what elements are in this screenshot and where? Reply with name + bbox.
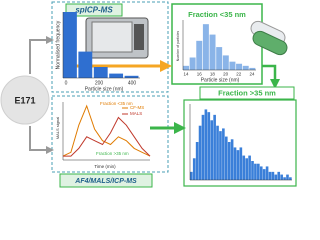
bar (236, 63, 243, 70)
bar (265, 166, 269, 180)
bar (207, 112, 211, 180)
bar (190, 171, 193, 180)
bar (227, 142, 231, 180)
bar (195, 142, 199, 180)
annotation: Fraction <35 nm (100, 101, 133, 106)
axis-label: Particle size (nm) (201, 77, 240, 83)
x-tick-label: 0 (65, 80, 68, 86)
bar (189, 57, 196, 70)
bar (280, 174, 283, 180)
technique-label: AF4/MALS/ICP-MS (74, 178, 137, 185)
line (62, 104, 151, 157)
sample-label: E171 (14, 95, 35, 105)
bar (78, 51, 93, 78)
bar (183, 65, 189, 70)
axis-label: Normalised frequency (55, 20, 61, 69)
bar (262, 169, 266, 180)
bar (109, 73, 124, 78)
bar (224, 136, 228, 180)
arrow (29, 36, 54, 74)
x-tick-label: 200 (95, 80, 104, 86)
bar (230, 139, 234, 180)
x-tick-label: 20 (223, 72, 229, 77)
annotation: Fraction >35 nm (96, 151, 129, 156)
bar (204, 109, 208, 180)
bar (236, 150, 240, 180)
bar (249, 67, 256, 70)
bar (257, 163, 260, 180)
bar (274, 174, 278, 180)
panel-af4 (51, 95, 169, 173)
bar (271, 171, 275, 180)
x-tick-label: 16 (197, 72, 203, 77)
bar (201, 114, 205, 180)
line (63, 116, 151, 157)
x-tick-label: 14 (183, 72, 189, 77)
arrow (262, 64, 280, 89)
pills (250, 20, 288, 56)
bar (202, 24, 209, 71)
label-box (65, 3, 123, 17)
bar (248, 155, 251, 180)
bar (222, 55, 229, 70)
arrow (29, 126, 54, 154)
bar (216, 47, 223, 70)
bar (286, 174, 289, 180)
legend-label: MALS (130, 111, 142, 116)
legend-label: CF-MS (130, 105, 144, 110)
bar (289, 177, 292, 180)
bar (254, 163, 257, 180)
bar (124, 75, 139, 78)
panel-spicpms (51, 1, 169, 93)
axis-label: Time (min) (94, 164, 116, 169)
bar (233, 147, 237, 180)
x-tick-label: 24 (249, 72, 255, 77)
bar (192, 158, 196, 180)
bar (210, 120, 214, 180)
bar (277, 171, 281, 180)
bar (268, 171, 272, 180)
technique-label: spICP-MS (75, 6, 113, 15)
label-box (59, 173, 153, 188)
axis-label: MALS signal (55, 117, 60, 140)
powder (0, 75, 50, 125)
x-tick-label: 400 (128, 80, 137, 86)
bar (213, 114, 216, 180)
bar (251, 161, 254, 180)
bar (245, 158, 248, 180)
bar (239, 147, 243, 180)
bar (283, 177, 286, 180)
x-tick-label: 22 (236, 72, 242, 77)
bar (216, 125, 219, 180)
bar (229, 61, 236, 70)
bar (219, 131, 222, 180)
panel-title: Fraction <35 nm (188, 10, 246, 19)
bar (93, 67, 108, 78)
bar (242, 155, 246, 180)
bar (209, 34, 216, 70)
axis-label: Particle size (nm) (85, 86, 124, 92)
panel-title: Fraction >35 nm (218, 88, 276, 97)
bar (222, 128, 225, 180)
bar (196, 40, 203, 70)
graphical-abstract: E171 spICP-MS Normalised frequency Parti… (0, 1, 297, 188)
x-tick-label: 18 (210, 72, 216, 77)
instrument (85, 17, 149, 59)
axis-label: Number of particles (176, 31, 180, 62)
bar (242, 65, 249, 70)
label-box (199, 86, 295, 100)
bar (198, 125, 202, 180)
bar (63, 12, 77, 78)
panel-fraction-small (171, 3, 263, 85)
bar (259, 166, 263, 180)
